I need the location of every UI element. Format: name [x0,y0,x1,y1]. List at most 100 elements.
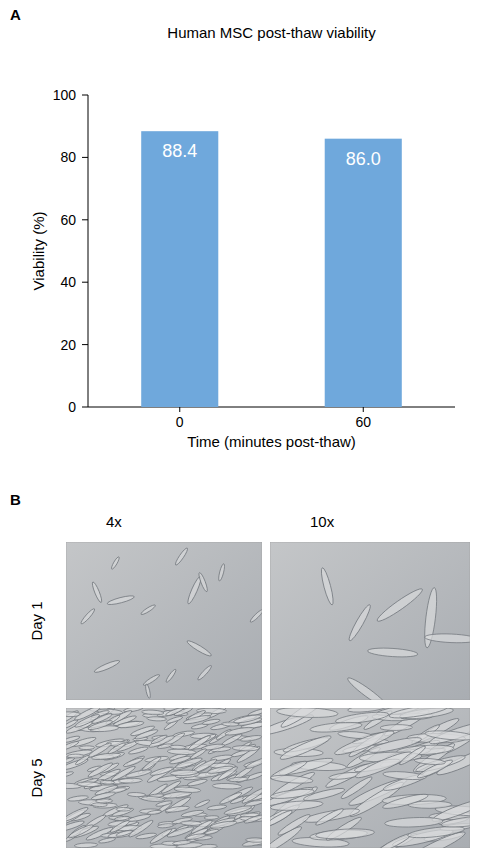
cell [150,734,168,745]
cell [116,807,131,811]
cell [207,804,227,810]
cell [233,713,262,724]
cell [180,821,201,826]
cell [270,774,313,784]
cell [314,806,345,827]
cell [243,814,262,825]
cell [228,777,248,782]
cell [67,795,88,802]
column-label: 4x [106,513,122,530]
x-tick [363,407,364,412]
cell [93,659,120,675]
cell [197,572,208,593]
cell [66,735,80,744]
cell [98,837,116,844]
cell [303,786,346,803]
cell [134,728,158,740]
cell [145,684,151,699]
cell [141,755,162,771]
cell [107,742,126,756]
cell [194,799,210,809]
y-tick-label: 100 [53,87,77,103]
cell [185,833,206,841]
micrograph-frame [270,708,470,848]
y-tick [82,219,88,220]
micrograph-frame [270,542,470,700]
y-tick [82,157,88,158]
cell [110,556,120,570]
cell [117,720,145,729]
y-tick-label: 60 [60,212,76,228]
cell [80,608,96,626]
cell [87,719,113,731]
cell [212,783,242,789]
cell [67,823,94,840]
cell [148,734,176,749]
cell [174,547,189,566]
micrograph-bg [66,542,262,700]
cell [382,792,429,811]
cell [270,799,323,812]
cell [170,770,198,777]
cell [186,827,209,841]
cell [77,782,100,787]
cell [249,608,262,623]
cell [91,581,103,603]
y-tick [82,95,88,96]
micrograph-bg [270,542,470,700]
y-tick [82,282,88,283]
column-label: 10x [310,513,335,530]
cell [347,603,373,642]
micrograph [66,708,262,848]
cell [279,733,333,763]
cell [388,708,448,721]
cell [74,842,98,848]
cell [245,838,262,843]
cell [441,814,470,830]
cell [219,791,243,806]
x-tick-label: 60 [355,414,371,430]
cell [196,664,212,681]
y-tick-label: 20 [60,337,76,353]
cell [166,715,184,724]
cell [107,594,135,606]
y-tick [82,344,88,345]
cell [66,771,74,778]
cell [319,567,335,606]
cell [415,753,467,775]
data-label: 88.4 [162,141,197,161]
cell [165,805,190,813]
micrograph-frame [66,542,262,700]
cell [380,724,413,730]
cell [66,806,89,824]
cell [354,748,414,781]
x-tick-label: 0 [176,414,184,430]
cell [165,708,184,717]
cell [424,633,470,644]
cell [223,804,252,816]
micrograph [270,708,470,848]
cell [174,786,201,793]
cell [111,807,134,818]
cell [378,831,413,848]
chart-title: Human MSC post-thaw viability [167,24,376,41]
cell [118,778,142,784]
cell [142,709,164,715]
cell [173,840,192,846]
cell [207,765,234,775]
cell [92,803,108,807]
cell [241,786,262,805]
cell [75,754,91,766]
cell [240,734,262,742]
row-label: Day 5 [28,758,45,797]
cell [169,755,191,766]
cell [147,716,167,721]
cell [367,647,418,658]
cell [165,668,177,683]
cell [123,757,144,768]
y-tick-label: 40 [60,274,76,290]
cell [100,780,115,784]
cell [345,675,389,700]
y-axis [88,95,89,407]
y-tick-label: 0 [68,399,76,415]
